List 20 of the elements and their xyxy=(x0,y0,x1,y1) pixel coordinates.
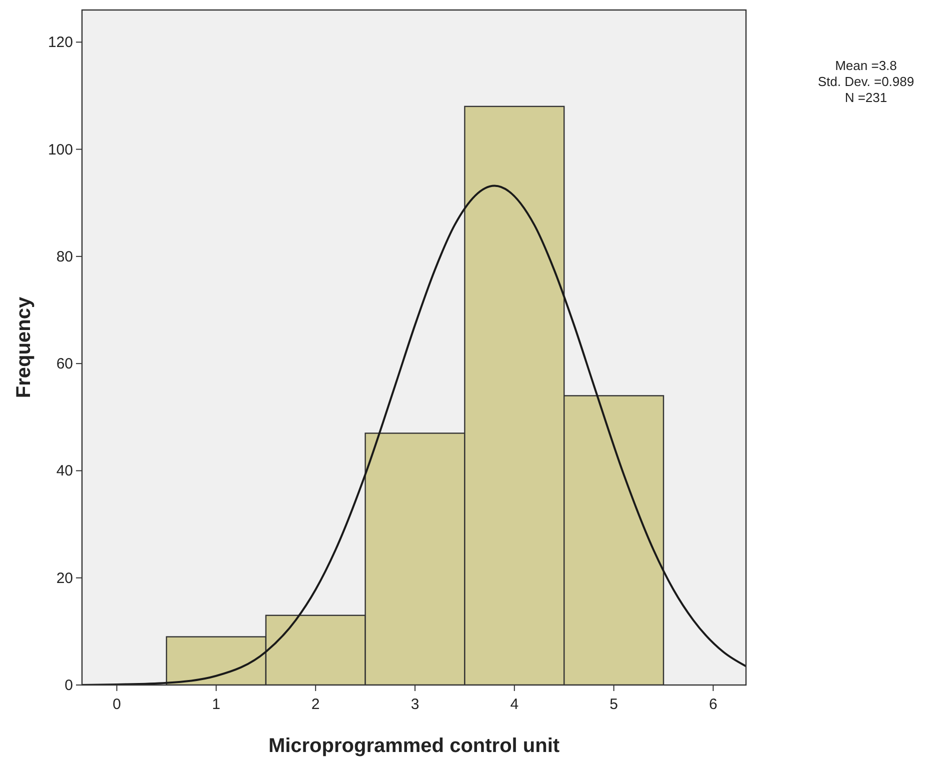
text: Mean =3.8 xyxy=(835,58,897,73)
x-tick-label: 4 xyxy=(510,696,519,713)
x-tick-label: 6 xyxy=(709,696,718,713)
y-tick-label: 100 xyxy=(48,141,73,158)
x-axis-title: Microprogrammed control unit xyxy=(268,735,560,757)
text: N =231 xyxy=(844,90,888,105)
x-tick-label: 3 xyxy=(410,696,420,713)
y-tick-label: 20 xyxy=(56,570,73,587)
x-tick-label: 1 xyxy=(212,696,220,713)
x-tick-label: 5 xyxy=(610,696,618,713)
line-series xyxy=(82,184,746,685)
y-tick-label: 80 xyxy=(56,248,73,266)
x-tick-label: 0 xyxy=(112,696,121,713)
text: Std. Dev. =0.989 xyxy=(818,74,914,89)
y-tick-label: 120 xyxy=(48,34,73,52)
y-tick-label: 0 xyxy=(64,677,73,694)
x-tick-label: 2 xyxy=(311,696,320,713)
y-axis-title: Frequency xyxy=(13,296,35,398)
y-tick-label: 40 xyxy=(56,462,73,480)
y-tick-label: 60 xyxy=(56,356,73,373)
